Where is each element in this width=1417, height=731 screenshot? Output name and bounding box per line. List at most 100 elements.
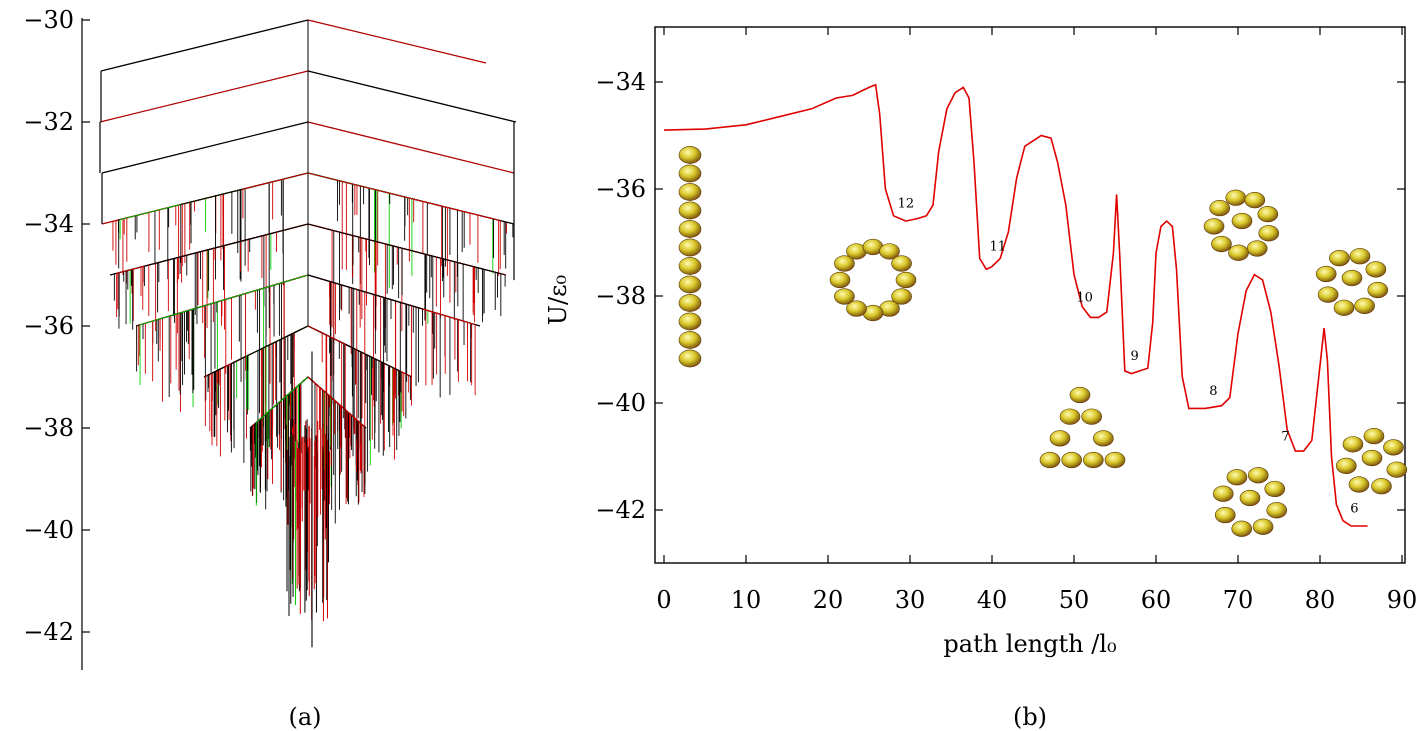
particle bbox=[1239, 489, 1261, 507]
panel-b: −34−36−38−40−420 10 20 30 40 50 60 70 80 90 12111… bbox=[544, 26, 1417, 731]
particle bbox=[1365, 261, 1387, 278]
particle bbox=[678, 294, 702, 312]
compact-cluster-image bbox=[1315, 248, 1389, 316]
cluster-size-label: 11 bbox=[989, 240, 1006, 255]
tree-branch bbox=[307, 325, 346, 345]
panel-a-y-tick-label: −34 bbox=[23, 210, 74, 238]
particle bbox=[678, 164, 702, 183]
particle bbox=[1083, 451, 1104, 469]
particle bbox=[834, 255, 855, 272]
particle bbox=[1212, 485, 1234, 502]
cluster-structure-images bbox=[678, 146, 1408, 537]
ring-cluster-image bbox=[829, 238, 917, 322]
particle bbox=[1371, 478, 1392, 495]
particle bbox=[1081, 408, 1102, 425]
compact-cluster-image bbox=[1203, 189, 1280, 261]
particle bbox=[1341, 269, 1363, 287]
tree-branch bbox=[100, 19, 309, 72]
particle bbox=[829, 271, 851, 289]
panel-b-x-tick-label: 10 bbox=[731, 586, 762, 614]
tree-branch bbox=[242, 172, 309, 190]
particle bbox=[1211, 235, 1232, 253]
particle bbox=[1342, 436, 1364, 453]
particle bbox=[1069, 386, 1091, 404]
panel-b-plot-frame bbox=[654, 26, 1406, 564]
particle bbox=[678, 146, 702, 164]
particle bbox=[678, 331, 702, 349]
particle bbox=[1349, 248, 1371, 265]
panel-b-y-tick-label: −42 bbox=[595, 496, 646, 524]
panel-b-label: (b) bbox=[1013, 703, 1047, 731]
particle bbox=[1335, 457, 1357, 474]
tree-branch bbox=[307, 19, 487, 64]
particle bbox=[1266, 502, 1288, 519]
tree-branch bbox=[139, 274, 309, 326]
panel-a-y-tick-label: −36 bbox=[23, 312, 74, 340]
panel-b-x-tick-label: 20 bbox=[813, 586, 844, 614]
particle bbox=[1264, 480, 1286, 498]
tree-branch bbox=[247, 325, 309, 357]
particle bbox=[1039, 451, 1061, 469]
tree-branch bbox=[255, 376, 309, 423]
cluster-size-label: 12 bbox=[898, 197, 915, 212]
energy-path-line bbox=[663, 83, 1368, 527]
panel-b-y-tick-label: −40 bbox=[595, 389, 646, 417]
particle bbox=[1257, 206, 1279, 223]
particle bbox=[1333, 299, 1355, 316]
cluster-size-label: 8 bbox=[1209, 384, 1217, 399]
panel-b-y-tick-label: −34 bbox=[595, 68, 646, 96]
panel-b-y-tick-label: −38 bbox=[595, 282, 646, 310]
particle bbox=[1244, 191, 1266, 209]
particle bbox=[1258, 225, 1280, 242]
particle bbox=[1231, 212, 1253, 230]
tree-branch bbox=[157, 223, 309, 264]
particle bbox=[1231, 520, 1253, 537]
particle bbox=[1203, 218, 1225, 235]
cluster-size-label: 10 bbox=[1076, 290, 1093, 305]
particle bbox=[1226, 469, 1248, 486]
particle bbox=[1093, 430, 1114, 447]
panel-a-label: (a) bbox=[288, 703, 321, 731]
particle bbox=[1209, 199, 1230, 217]
panel-b-x-axis-label: path length /l₀ bbox=[943, 630, 1116, 658]
particle bbox=[1363, 427, 1385, 445]
particle bbox=[1104, 451, 1126, 469]
particle bbox=[1367, 281, 1389, 299]
cluster-size-label: 9 bbox=[1131, 349, 1139, 364]
panel-a: −30 −32 −34 −36 −38 −40 −42 (a) bbox=[23, 6, 517, 731]
panel-b-x-tick-label: 70 bbox=[1223, 586, 1254, 614]
particle bbox=[1049, 430, 1071, 447]
particle bbox=[1228, 244, 1249, 261]
cluster-size-annotations: 12 11 10 9 8 7 6 bbox=[898, 197, 1359, 517]
triangle-cluster-image bbox=[1039, 386, 1126, 469]
particle bbox=[1354, 297, 1375, 314]
tree-branch bbox=[101, 121, 309, 174]
panel-b-x-tick-label: 40 bbox=[977, 586, 1008, 614]
particle bbox=[1386, 461, 1408, 478]
panel-a-y-ticks: −30 −32 −34 −36 −38 −40 −42 bbox=[23, 6, 90, 646]
particle bbox=[834, 288, 855, 305]
panel-b-x-tick-label: 60 bbox=[1141, 586, 1172, 614]
panel-a-y-tick-label: −42 bbox=[23, 618, 74, 646]
particle bbox=[895, 271, 917, 289]
compact-cluster-image bbox=[1212, 467, 1288, 537]
panel-b-y-tick-label: −36 bbox=[595, 175, 646, 203]
tree-branch bbox=[307, 121, 515, 174]
particle bbox=[678, 201, 702, 220]
cluster-size-label: 6 bbox=[1350, 502, 1358, 517]
panel-a-y-tick-label: −32 bbox=[23, 108, 74, 136]
tree-branch bbox=[307, 70, 517, 123]
tree-branch bbox=[307, 274, 419, 309]
panel-b-x-tick-label: 30 bbox=[895, 586, 926, 614]
compact-cluster-image bbox=[1335, 427, 1408, 495]
cluster-size-label: 7 bbox=[1281, 429, 1289, 444]
particle bbox=[678, 238, 702, 257]
particle bbox=[1315, 265, 1337, 283]
particle bbox=[1383, 439, 1404, 456]
panel-b-x-tick-label: 50 bbox=[1059, 586, 1090, 614]
panel-a-y-tick-label: −38 bbox=[23, 414, 74, 442]
particle bbox=[678, 257, 702, 275]
particle bbox=[1329, 250, 1350, 267]
panel-b-y-axis-label: U/ε₀ bbox=[544, 275, 572, 325]
tree-branch bbox=[307, 172, 479, 216]
